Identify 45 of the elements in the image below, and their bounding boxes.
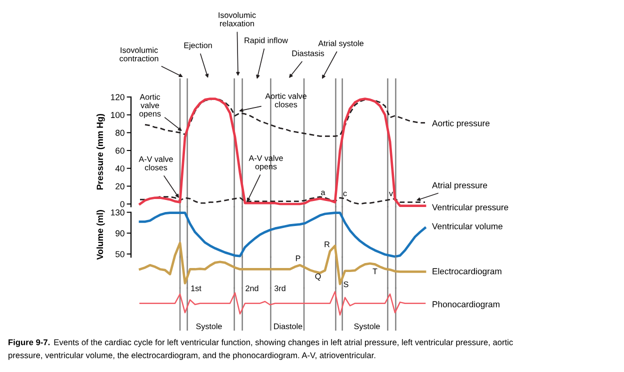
text: Systole	[354, 323, 380, 331]
series-label: Atrial pressure	[432, 182, 488, 190]
text: 1st	[191, 286, 202, 292]
text: Diastole	[274, 323, 302, 330]
text: Diastasis	[292, 50, 324, 56]
annotation: Q	[315, 273, 321, 281]
annotation: c	[343, 192, 347, 196]
annotation: A-V valve opens	[248, 155, 283, 171]
text: Ejection	[184, 42, 212, 50]
y-axis-title: Volume (ml)	[96, 210, 105, 260]
text: Isovolumic relaxation	[218, 12, 256, 26]
text: Systole	[196, 323, 222, 331]
y-tick-label: 100	[111, 112, 124, 118]
y-tick-label: 130	[111, 209, 124, 216]
y-tick-label: 20	[116, 183, 124, 190]
annotation: A-V valve closes	[138, 156, 173, 170]
text: Isovolumic contraction	[120, 47, 158, 62]
y-tick-label: 90	[116, 230, 124, 236]
text: Rapid inflow	[244, 37, 288, 45]
y-tick-label: 120	[111, 94, 124, 100]
annotation: P	[296, 256, 300, 262]
annotation: a	[321, 190, 326, 196]
y-tick-label: 80	[116, 130, 124, 136]
annotation: S	[344, 281, 348, 288]
annotation: Aortic valve opens	[139, 94, 161, 118]
series-label: Phonocardiogram	[432, 300, 500, 310]
series-label: Electrocardiogram	[432, 268, 502, 276]
series-label: Ventricular volume	[432, 222, 502, 230]
y-tick-label: 40	[115, 165, 124, 172]
series-label: Aortic pressure	[432, 120, 490, 128]
caption: Figure 9-7.	[8, 339, 50, 347]
series-label: Ventricular pressure	[432, 204, 508, 212]
annotation: T	[372, 268, 378, 274]
y-axis-title: Pressure (mm Hg)	[96, 114, 105, 190]
y-tick-label: 60	[116, 148, 124, 154]
annotation: v	[389, 192, 393, 196]
text: Atrial systole	[318, 40, 364, 48]
text: 2nd	[246, 285, 258, 292]
y-tick-label: 0	[120, 201, 124, 208]
text: 3rd	[274, 285, 286, 292]
annotation: R	[324, 242, 330, 248]
y-tick-label: 50	[116, 251, 124, 258]
text: Events of the cardiac cycle for left ventricular function, showing changes in left atrial pressure, left ventricular pressure, aortic	[54, 339, 513, 347]
annotation: Aortic valve closes	[265, 93, 306, 108]
text: pressure, ventricular volume, the electrocardiogram, and the phonocardiogram. A-V, atrioventricular.	[8, 352, 376, 360]
